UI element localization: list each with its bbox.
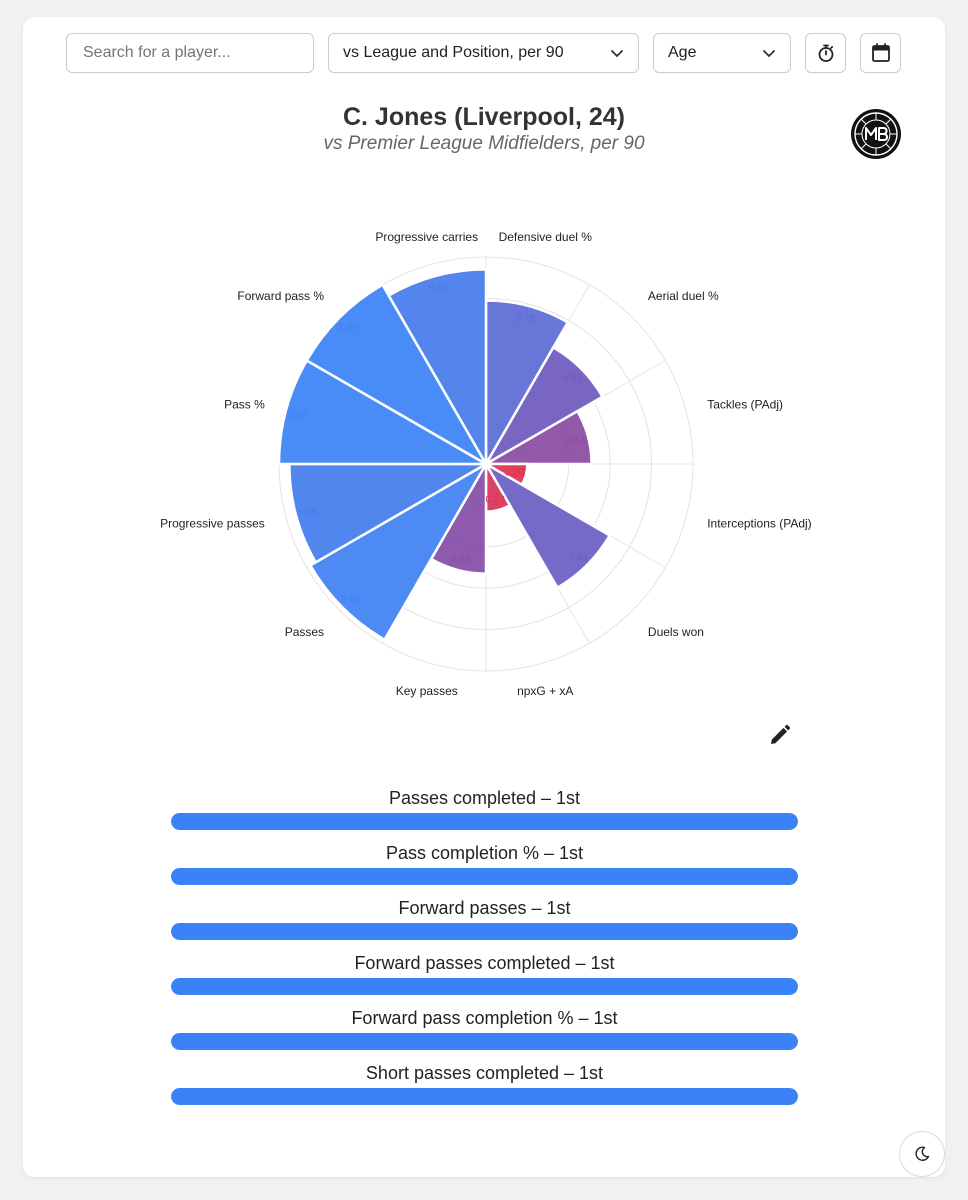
polar-bar[interactable] <box>481 409 593 466</box>
value-label: 1.00 <box>288 410 308 421</box>
percentile-track <box>171 1088 798 1105</box>
season-calendar-button[interactable] <box>860 33 901 73</box>
value-label: 0.20 <box>505 468 525 479</box>
percentile-row: Pass completion % – 1st <box>171 838 798 893</box>
value-label: 0.23 <box>485 494 505 505</box>
percentile-fill <box>171 978 798 995</box>
category-label: Pass % <box>224 398 265 412</box>
value-label: 0.51 <box>567 436 587 447</box>
theme-toggle-button[interactable] <box>899 1131 945 1177</box>
polar-bar[interactable] <box>277 358 491 466</box>
category-label: Defensive duel % <box>499 230 593 244</box>
percentile-label: Forward passes – 1st <box>398 898 571 918</box>
stopwatch-icon <box>818 44 833 62</box>
category-label: Interceptions (PAdj) <box>707 516 812 530</box>
age-select-value: Age <box>668 44 697 61</box>
polar-chart: 0.79 0.65 0.51 0.20 0.69 0.23 0.53 0.98 0.95 1.00… <box>160 230 812 698</box>
comparison-select[interactable]: vs League and Position, per 90 <box>328 33 639 73</box>
moon-icon <box>915 1146 930 1161</box>
comparison-subtitle: vs Premier League Midfielders, per 90 <box>323 133 645 154</box>
search-input[interactable] <box>81 43 299 63</box>
value-label: 0.98 <box>341 595 361 606</box>
percentile-track <box>171 813 798 830</box>
minutes-filter-button[interactable] <box>805 33 846 73</box>
comparison-select-value: vs League and Position, per 90 <box>343 44 564 61</box>
percentile-row: Passes completed – 1st <box>171 783 798 838</box>
pencil-icon[interactable] <box>768 723 792 747</box>
category-label: Passes <box>285 625 324 639</box>
percentile-label: Forward pass completion % – 1st <box>351 1008 618 1028</box>
chevron-down-icon <box>611 50 623 57</box>
category-label: Duels won <box>648 625 704 639</box>
polar-bar[interactable] <box>288 462 491 565</box>
percentile-track <box>171 978 798 995</box>
polar-bar[interactable] <box>482 345 605 468</box>
percentile-fill <box>171 923 798 940</box>
percentile-label: Forward passes completed – 1st <box>354 953 615 973</box>
percentile-label: Pass completion % – 1st <box>385 843 584 863</box>
value-label: 0.79 <box>515 314 535 325</box>
percentile-fill <box>171 868 798 885</box>
percentile-bars: Passes completed – 1st Pass completion % … <box>171 783 798 1113</box>
percentile-row: Forward passes – 1st <box>171 893 798 948</box>
percentile-row: Forward pass completion % – 1st <box>171 1003 798 1058</box>
percentile-fill <box>171 1088 798 1105</box>
percentile-row: Forward passes completed – 1st <box>171 948 798 1003</box>
category-label: Tackles (PAdj) <box>707 398 783 412</box>
percentile-fill <box>171 813 798 830</box>
polar-bar[interactable] <box>482 460 612 590</box>
chevron-down-icon <box>763 50 775 57</box>
category-label: Key passes <box>396 684 458 698</box>
player-search[interactable] <box>66 33 314 73</box>
polar-bar[interactable] <box>305 283 490 468</box>
category-label: Progressive passes <box>160 516 265 530</box>
percentile-fill <box>171 1033 798 1050</box>
polar-bar[interactable] <box>387 268 488 469</box>
polar-bar[interactable] <box>308 460 490 642</box>
percentile-track <box>171 923 798 940</box>
polar-bar[interactable] <box>484 299 570 469</box>
category-label: Forward pass % <box>237 289 324 303</box>
main-card: vs League and Position, per 90 Age C. Jo… <box>23 17 945 1177</box>
value-label: 0.94 <box>429 284 449 295</box>
percentile-track <box>171 1033 798 1050</box>
value-label: 0.65 <box>563 373 583 384</box>
category-label: Progressive carries <box>375 230 478 244</box>
calendar-icon <box>871 43 890 62</box>
player-title: C. Jones (Liverpool, 24) <box>342 103 625 131</box>
category-label: Aerial duel % <box>648 289 719 303</box>
value-label: 0.69 <box>569 553 589 564</box>
mb-logo-icon <box>851 109 901 159</box>
value-label: 1.00 <box>338 322 358 333</box>
age-select[interactable]: Age <box>653 33 791 73</box>
category-label: npxG + xA <box>517 684 573 698</box>
percentile-track <box>171 868 798 885</box>
percentile-label: Short passes completed – 1st <box>365 1063 604 1083</box>
value-label: 0.95 <box>298 508 318 519</box>
value-label: 0.53 <box>451 554 471 565</box>
percentile-row: Short passes completed – 1st <box>171 1058 798 1113</box>
percentile-label: Passes completed – 1st <box>388 788 581 808</box>
